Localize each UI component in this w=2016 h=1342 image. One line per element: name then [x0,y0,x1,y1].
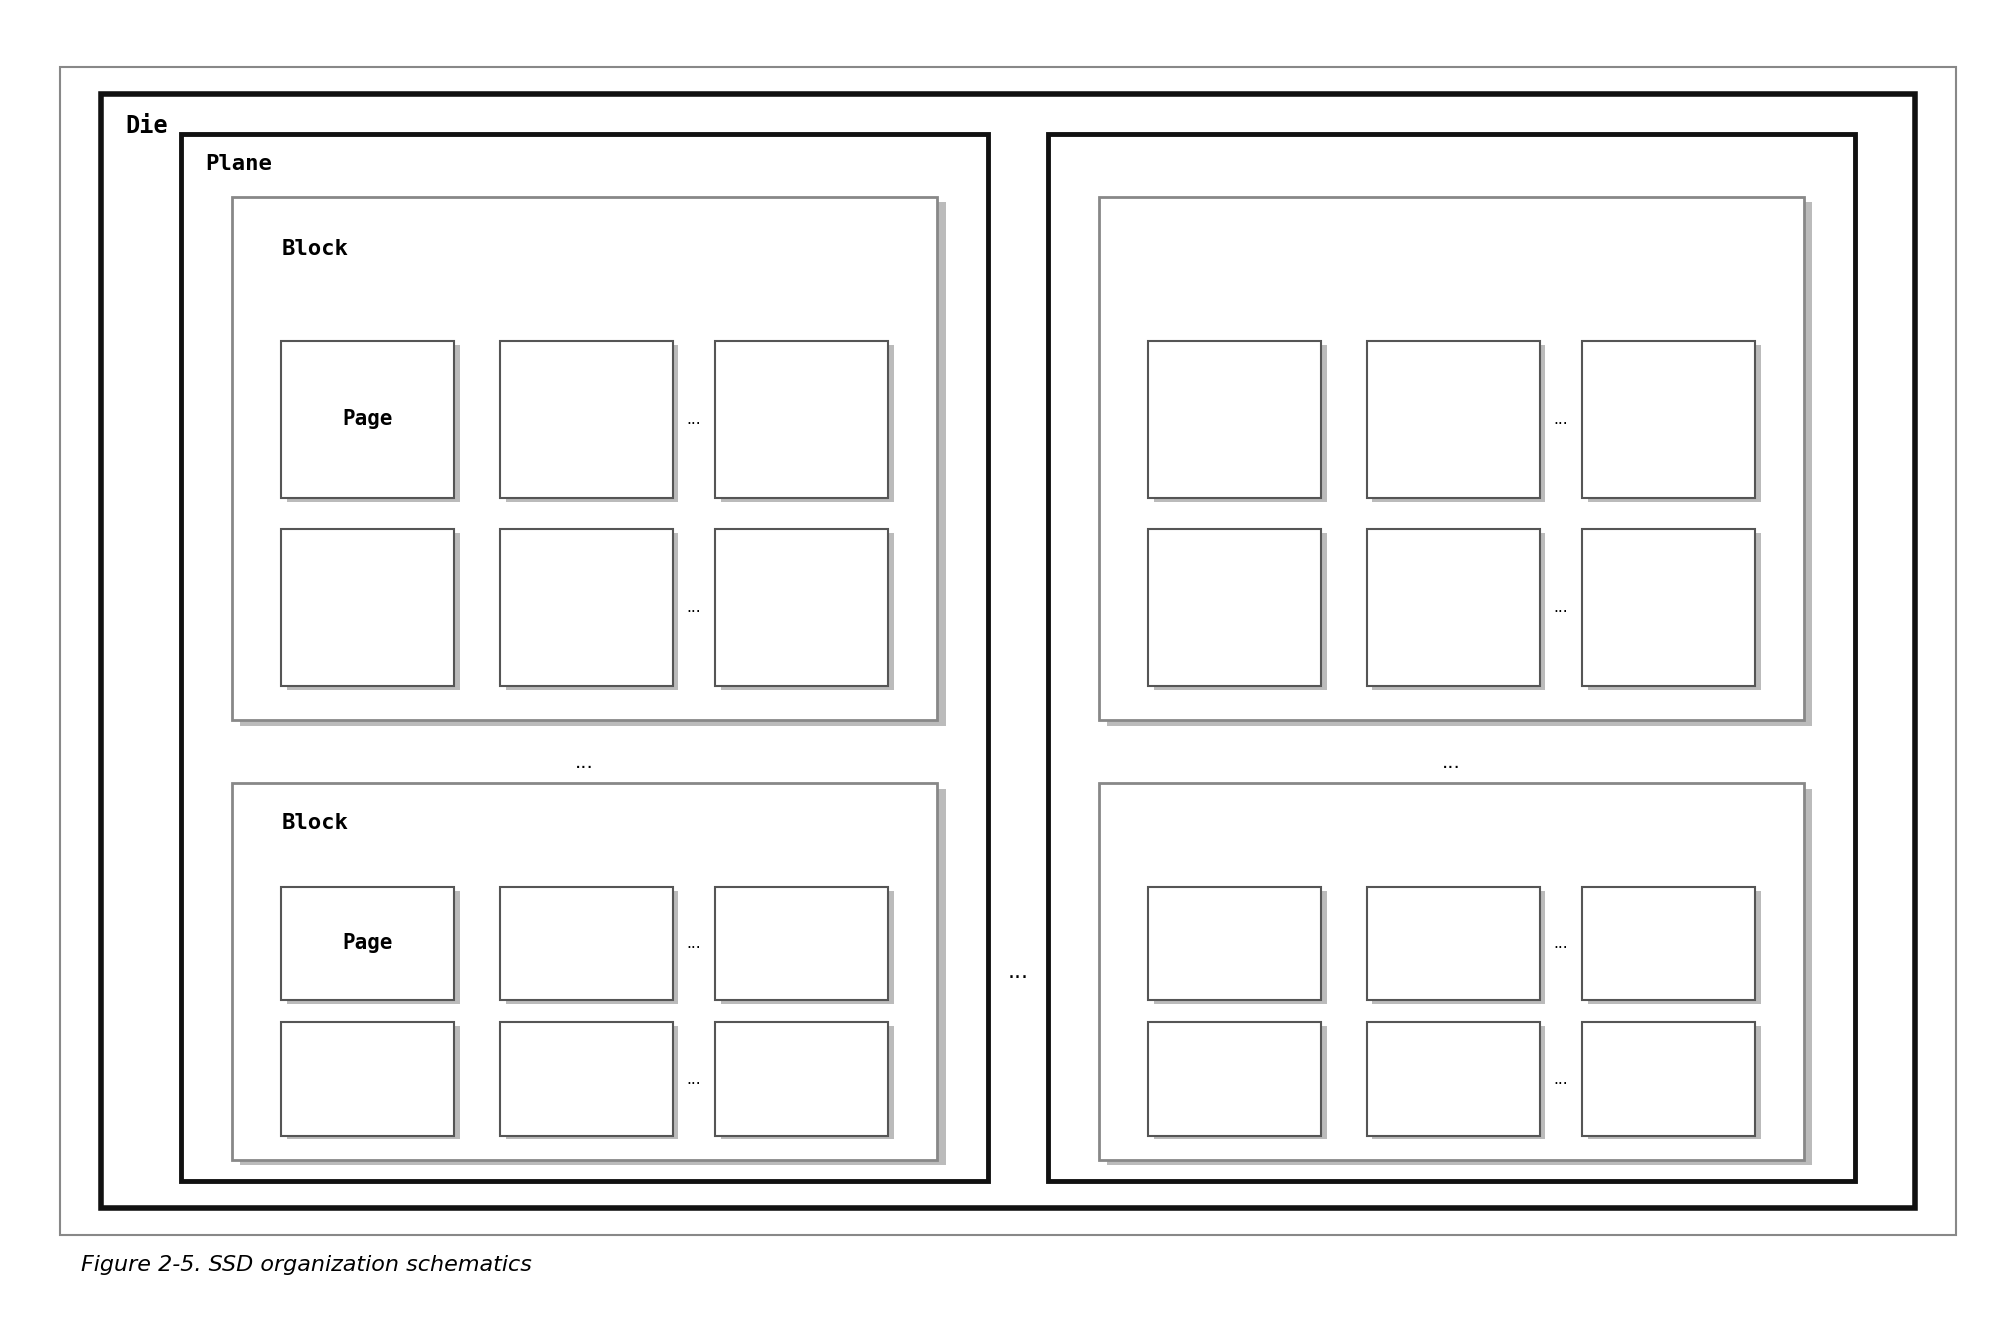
Text: ...: ... [1554,935,1568,951]
Bar [1589,891,1760,1004]
Bar [722,891,893,1004]
Bar [716,341,887,498]
Bar [101,94,1915,1208]
Bar [181,134,988,1181]
Text: ...: ... [1554,1071,1568,1087]
Bar [1099,784,1804,1159]
Bar [240,203,946,726]
Text: Page: Page [343,409,393,429]
Bar [500,341,673,498]
Text: ...: ... [687,600,702,616]
Bar [722,1027,893,1139]
Bar [286,891,460,1004]
Bar [232,784,937,1159]
Text: ...: ... [687,1071,702,1087]
Bar [500,1023,673,1135]
Bar [1583,529,1754,686]
Bar [280,1023,454,1135]
Bar [500,887,673,1000]
Bar [280,529,454,686]
Bar [1153,891,1327,1004]
Text: ...: ... [1554,412,1568,427]
Bar [60,67,1956,1235]
Bar [1583,1023,1754,1135]
Bar [1367,1023,1540,1135]
Bar [1153,533,1327,690]
Text: ...: ... [1008,962,1028,981]
Bar [1107,203,1812,726]
Bar [1099,197,1804,721]
Bar [1583,341,1754,498]
Bar [506,1027,679,1139]
Text: Block: Block [280,239,349,259]
Bar [1149,529,1320,686]
Text: ...: ... [1554,600,1568,616]
Text: Plane: Plane [206,154,272,174]
Bar [280,341,454,498]
Bar [506,891,679,1004]
Text: Page: Page [343,933,393,953]
Bar [286,533,460,690]
Bar [506,533,679,690]
Bar [716,529,887,686]
Bar [1589,345,1760,502]
Bar [1373,891,1546,1004]
Bar [1373,345,1546,502]
Bar [1149,341,1320,498]
Bar [722,345,893,502]
Bar [286,345,460,502]
Bar [232,197,937,721]
Bar [1153,1027,1327,1139]
Bar [1589,533,1760,690]
Bar [722,533,893,690]
Text: ...: ... [687,935,702,951]
Bar [240,789,946,1165]
Bar [1373,1027,1546,1139]
Text: Block: Block [280,813,349,833]
Bar [1373,533,1546,690]
Bar [1048,134,1855,1181]
Text: Figure 2-5. SSD organization schematics: Figure 2-5. SSD organization schematics [81,1255,532,1275]
Bar [1589,1027,1760,1139]
Bar [1149,1023,1320,1135]
Bar [280,887,454,1000]
Bar [1153,345,1327,502]
Bar [1367,887,1540,1000]
Bar [1367,341,1540,498]
Text: ...: ... [687,412,702,427]
Bar [1583,887,1754,1000]
Text: Die: Die [125,114,167,138]
Bar [716,887,887,1000]
Bar [506,345,679,502]
Bar [1367,529,1540,686]
Bar [286,1027,460,1139]
Bar [1107,789,1812,1165]
Text: ...: ... [1441,753,1462,772]
Bar [716,1023,887,1135]
Text: ...: ... [575,753,595,772]
Bar [500,529,673,686]
Bar [1149,887,1320,1000]
